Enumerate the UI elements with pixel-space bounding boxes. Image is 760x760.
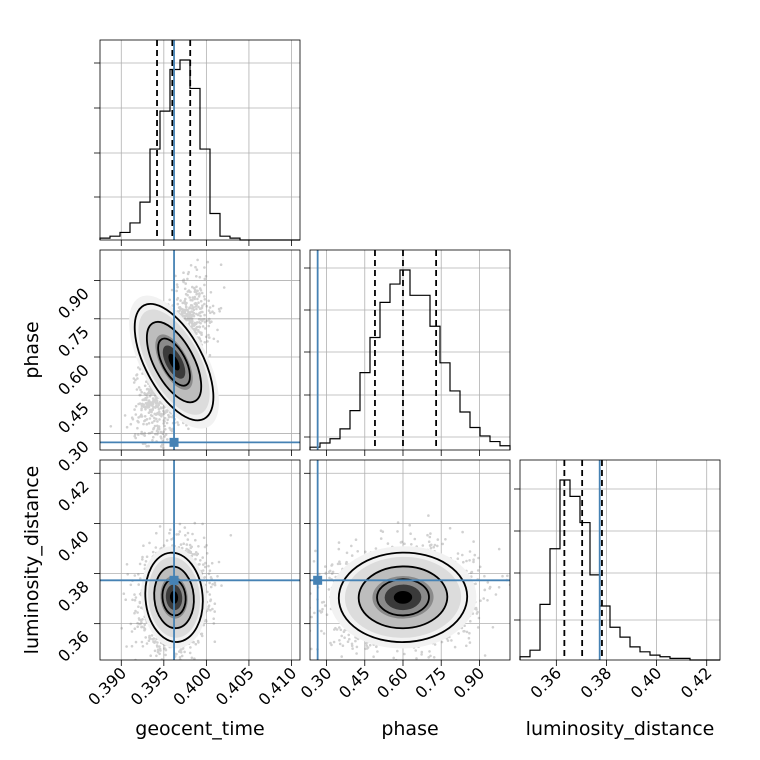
panel-frame (309, 459, 511, 661)
y-tick-label: 0.60 (54, 360, 93, 399)
panel-frame (309, 249, 511, 451)
y-tick-label: 0.38 (54, 577, 93, 616)
panel-luminosity_distance-luminosity_distance (514, 459, 721, 661)
panel-background (520, 460, 720, 660)
x-tick-label: 0.410 (254, 663, 300, 709)
x-tick-label: 0.400 (169, 663, 215, 709)
panel-frame (99, 249, 301, 451)
truth-marker (313, 575, 323, 585)
panel-geocent_time-luminosity_distance (99, 459, 301, 661)
ylabel-phase: phase (21, 321, 43, 378)
x-tick-label: 0.36 (527, 663, 566, 702)
x-tick-label: 0.60 (373, 663, 412, 702)
panel-geocent_time-phase (99, 249, 301, 451)
x-tick-label: 0.40 (627, 663, 666, 702)
contour-line (153, 565, 195, 630)
contour-line (376, 578, 430, 617)
histogram-luminosity_distance (519, 479, 720, 661)
x-tick-label: 0.405 (212, 663, 258, 709)
panel-content (100, 250, 300, 450)
x-tick-label: 0.38 (577, 663, 616, 702)
y-tick-label: 0.36 (54, 627, 93, 666)
panel-content (100, 460, 300, 660)
x-tick-label: 0.75 (411, 663, 450, 702)
x-tick-label: 0.390 (84, 663, 130, 709)
ylabel-luminosity-distance: luminosity_distance (21, 466, 43, 655)
panel-content (310, 460, 510, 660)
x-tick-label: 0.395 (127, 663, 173, 709)
xlabel-luminosity-distance: luminosity_distance (526, 718, 715, 740)
x-tick-label: 0.90 (450, 663, 489, 702)
xlabel-phase: phase (381, 718, 438, 740)
contour-line (357, 565, 449, 630)
histogram-phase (309, 269, 511, 450)
panel-frame (99, 39, 301, 241)
truth-marker (169, 437, 179, 447)
contour-line (145, 320, 203, 404)
x-tick-label: 0.30 (297, 663, 336, 702)
panel-geocent_time-geocent_time (94, 39, 301, 241)
contour-line (157, 337, 191, 387)
contour-line (144, 551, 204, 643)
panel-phase-luminosity_distance (309, 459, 511, 661)
truth-marker (169, 575, 179, 585)
y-tick-label: 0.42 (54, 477, 93, 516)
y-tick-label: 0.30 (54, 437, 93, 476)
x-tick-label: 0.42 (677, 663, 716, 702)
x-tick-label: 0.45 (335, 663, 374, 702)
panel-frame (519, 459, 721, 661)
density-fill (393, 590, 413, 604)
contour-line (133, 302, 215, 422)
panel-phase-phase (304, 249, 511, 451)
y-tick-label: 0.40 (54, 527, 93, 566)
y-tick-label: 0.45 (54, 399, 93, 438)
panel-frame (99, 459, 301, 661)
contour-line (337, 551, 469, 643)
y-tick-label: 0.75 (54, 322, 93, 361)
xlabel-geocent-time: geocent_time (135, 718, 264, 740)
y-tick-label: 0.90 (54, 284, 93, 323)
